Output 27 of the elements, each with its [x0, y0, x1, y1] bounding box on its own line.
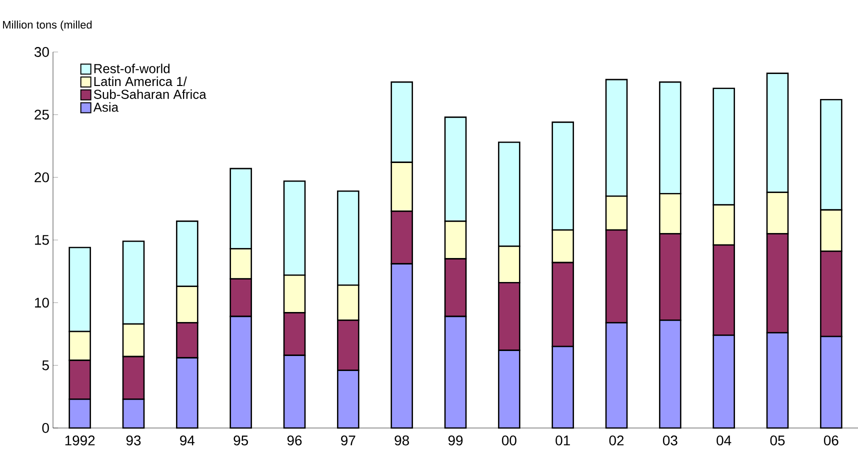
x-tick-label: 06	[824, 436, 838, 446]
x-tick-label: 95	[234, 436, 248, 446]
x-tick-label: 05	[770, 436, 785, 446]
y-tick-label: 30	[34, 47, 49, 57]
legend-label: Rest-of-world	[94, 64, 170, 74]
x-tick-label: 00	[502, 436, 516, 446]
y-tick-label: 5	[42, 360, 49, 370]
x-tick-label: 03	[662, 436, 678, 446]
y-tick-label: 20	[34, 172, 49, 182]
y-axis-title: Million tons (milled	[3, 20, 92, 31]
legend-label: Latin America 1/	[94, 76, 187, 86]
y-tick-label: 15	[35, 235, 49, 245]
x-tick-label: 94	[180, 436, 195, 446]
x-tick-label: 93	[126, 436, 141, 446]
x-tick-label: 02	[609, 436, 624, 446]
y-tick-label: 0	[42, 423, 49, 433]
x-tick-label: 1992	[65, 436, 95, 446]
x-tick-label: 04	[716, 436, 732, 446]
x-tick-label: 96	[287, 436, 302, 446]
y-tick-label: 25	[34, 110, 49, 120]
x-tick-label: 98	[394, 436, 409, 446]
legend-label: Sub-Saharan Africa	[94, 89, 206, 99]
legend-label: Asia	[93, 102, 119, 112]
x-tick-label: 99	[448, 436, 463, 446]
y-tick-label: 10	[35, 298, 49, 308]
x-tick-label: 01	[556, 436, 570, 446]
x-tick-label: 97	[341, 436, 356, 446]
